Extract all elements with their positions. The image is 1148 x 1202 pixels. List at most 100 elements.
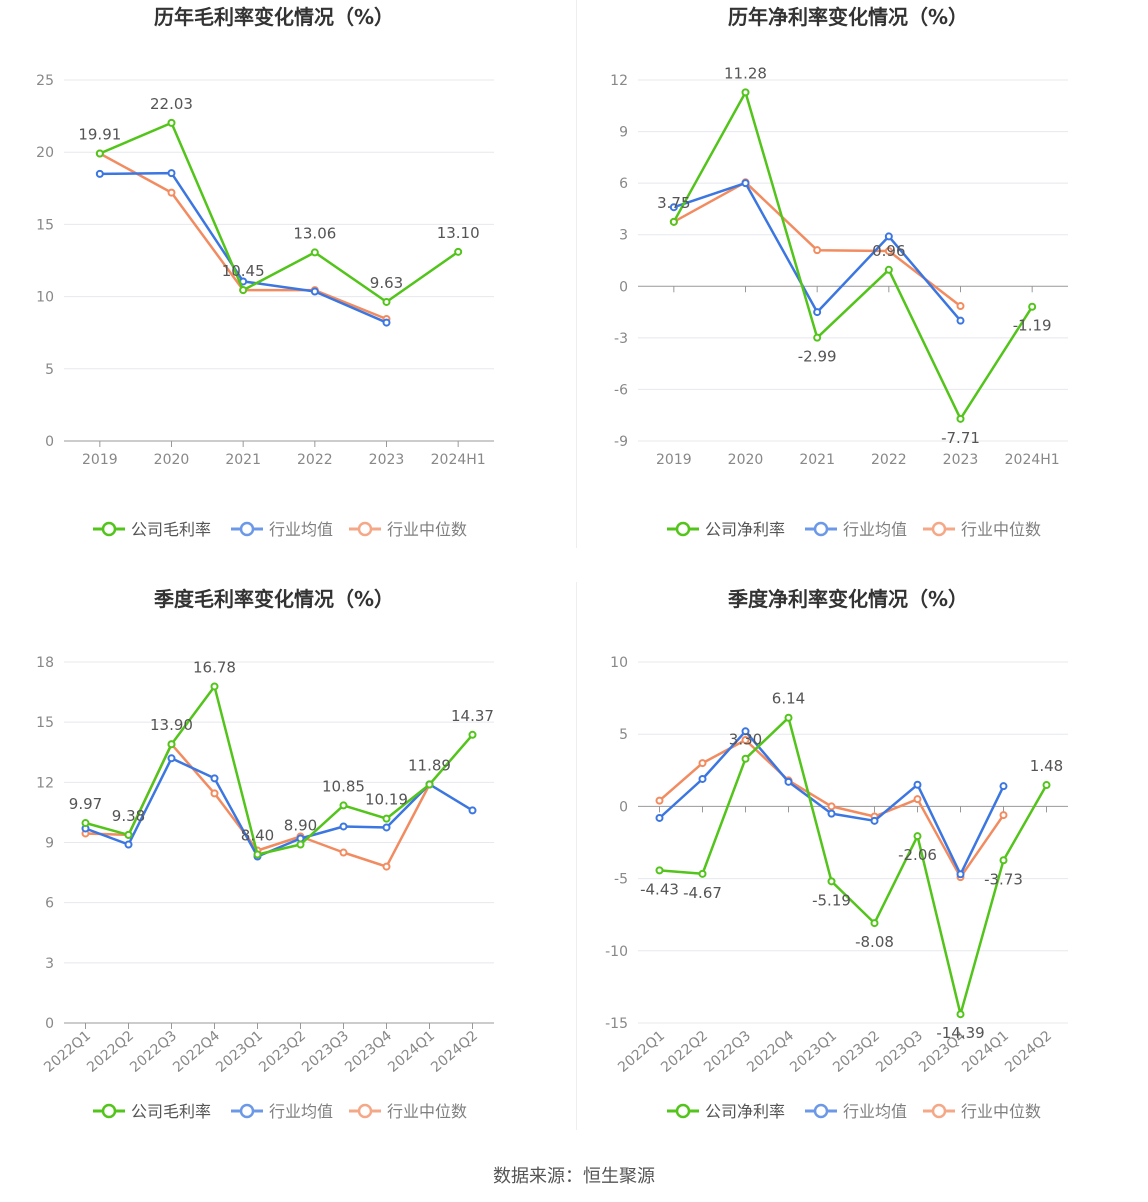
data-point-industry_median[interactable] — [913, 795, 922, 804]
x-tick-label: 2021 — [225, 452, 261, 468]
legend-item-company[interactable]: 公司毛利率 — [93, 1102, 211, 1121]
data-point-company[interactable] — [296, 840, 305, 849]
legend-item-industry_median[interactable]: 行业中位数 — [349, 520, 467, 539]
data-point-company[interactable] — [167, 740, 176, 749]
data-point-industry_avg[interactable] — [956, 870, 965, 879]
data-point-industry_median[interactable] — [741, 735, 750, 744]
data-point-company[interactable] — [339, 801, 348, 810]
data-point-industry_avg[interactable] — [827, 809, 836, 818]
y-tick-label: 0 — [45, 434, 54, 450]
data-point-company[interactable] — [669, 217, 678, 226]
data-point-industry_median[interactable] — [827, 802, 836, 811]
data-point-industry_avg[interactable] — [310, 287, 319, 296]
legend-marker-icon — [813, 521, 829, 537]
data-point-company[interactable] — [382, 814, 391, 823]
data-point-industry_median[interactable] — [698, 759, 707, 768]
data-point-company[interactable] — [741, 754, 750, 763]
data-point-company[interactable] — [425, 780, 434, 789]
data-point-company[interactable] — [999, 856, 1008, 865]
data-point-company[interactable] — [913, 832, 922, 841]
data-point-industry_avg[interactable] — [95, 169, 104, 178]
legend-item-company[interactable]: 公司净利率 — [667, 1102, 785, 1121]
data-point-industry_avg[interactable] — [698, 774, 707, 783]
data-point-industry_median[interactable] — [167, 188, 176, 197]
data-point-industry_avg[interactable] — [339, 822, 348, 831]
data-point-industry_median[interactable] — [813, 246, 822, 255]
data-point-company[interactable] — [813, 333, 822, 342]
data-point-company[interactable] — [468, 730, 477, 739]
panel-divider — [576, 582, 577, 1130]
data-point-industry_avg[interactable] — [655, 813, 664, 822]
data-point-industry_avg[interactable] — [884, 232, 893, 241]
data-point-industry_median[interactable] — [999, 811, 1008, 820]
data-point-industry_median[interactable] — [956, 302, 965, 311]
data-point-industry_median[interactable] — [884, 247, 893, 256]
data-point-company[interactable] — [210, 682, 219, 691]
data-point-industry_avg[interactable] — [956, 316, 965, 325]
y-tick-label: 5 — [45, 362, 54, 378]
data-point-company[interactable] — [655, 866, 664, 875]
data-point-industry_avg[interactable] — [167, 754, 176, 763]
data-label: 6.14 — [772, 690, 805, 708]
data-point-industry_avg[interactable] — [210, 774, 219, 783]
data-point-company[interactable] — [1028, 302, 1037, 311]
data-point-company[interactable] — [827, 877, 836, 886]
data-point-company[interactable] — [81, 819, 90, 828]
data-point-company[interactable] — [239, 286, 248, 295]
data-point-company[interactable] — [698, 869, 707, 878]
data-label: 8.40 — [241, 827, 274, 845]
legend-item-company[interactable]: 公司毛利率 — [93, 520, 211, 539]
data-point-company[interactable] — [884, 265, 893, 274]
legend-item-industry_median[interactable]: 行业中位数 — [349, 1102, 467, 1121]
data-point-industry_median[interactable] — [382, 862, 391, 871]
data-point-company[interactable] — [454, 247, 463, 256]
legend-label: 行业中位数 — [961, 520, 1041, 539]
data-point-company[interactable] — [741, 88, 750, 97]
data-point-industry_avg[interactable] — [741, 179, 750, 188]
data-point-industry_avg[interactable] — [784, 777, 793, 786]
data-point-industry_avg[interactable] — [870, 816, 879, 825]
legend-item-company[interactable]: 公司净利率 — [667, 520, 785, 539]
data-point-industry_avg[interactable] — [999, 782, 1008, 791]
legend-item-industry_avg[interactable]: 行业均值 — [231, 1102, 333, 1121]
data-point-company[interactable] — [1042, 781, 1051, 790]
data-point-industry_avg[interactable] — [382, 318, 391, 327]
legend-item-industry_avg[interactable]: 行业均值 — [805, 520, 907, 539]
data-point-industry_median[interactable] — [210, 789, 219, 798]
data-label: -4.43 — [640, 880, 679, 898]
legend-item-industry_median[interactable]: 行业中位数 — [923, 1102, 1041, 1121]
legend-item-industry_median[interactable]: 行业中位数 — [923, 520, 1041, 539]
data-point-company[interactable] — [253, 850, 262, 859]
data-point-company[interactable] — [956, 414, 965, 423]
legend-item-industry_avg[interactable]: 行业均值 — [231, 520, 333, 539]
data-point-industry_median[interactable] — [655, 796, 664, 805]
data-point-industry_avg[interactable] — [813, 308, 822, 317]
data-point-company[interactable] — [784, 713, 793, 722]
data-point-company[interactable] — [124, 830, 133, 839]
legend-marker-icon — [239, 521, 255, 537]
series-line-company — [659, 716, 1048, 1016]
y-tick-label: -3 — [614, 331, 628, 347]
chart-title: 历年毛利率变化情况（%） — [154, 5, 394, 29]
data-point-company[interactable] — [310, 248, 319, 257]
x-tick-label: 2023Q2 — [256, 1028, 309, 1076]
data-point-company[interactable] — [956, 1010, 965, 1019]
data-point-industry_avg[interactable] — [382, 823, 391, 832]
y-tick-label: -9 — [614, 434, 628, 450]
data-point-company[interactable] — [870, 919, 879, 928]
data-label: 13.06 — [293, 224, 336, 242]
data-point-industry_avg[interactable] — [913, 780, 922, 789]
data-point-industry_avg[interactable] — [669, 203, 678, 212]
data-point-industry_median[interactable] — [339, 848, 348, 857]
legend-label: 公司毛利率 — [131, 520, 211, 539]
data-point-company[interactable] — [167, 118, 176, 127]
data-point-industry_avg[interactable] — [124, 840, 133, 849]
legend-item-industry_avg[interactable]: 行业均值 — [805, 1102, 907, 1121]
data-point-company[interactable] — [95, 149, 104, 158]
legend-label: 行业均值 — [843, 1102, 907, 1121]
data-point-industry_avg[interactable] — [167, 169, 176, 178]
data-point-industry_avg[interactable] — [741, 727, 750, 736]
data-point-industry_avg[interactable] — [468, 806, 477, 815]
y-tick-label: 9 — [619, 125, 628, 141]
data-point-company[interactable] — [382, 297, 391, 306]
